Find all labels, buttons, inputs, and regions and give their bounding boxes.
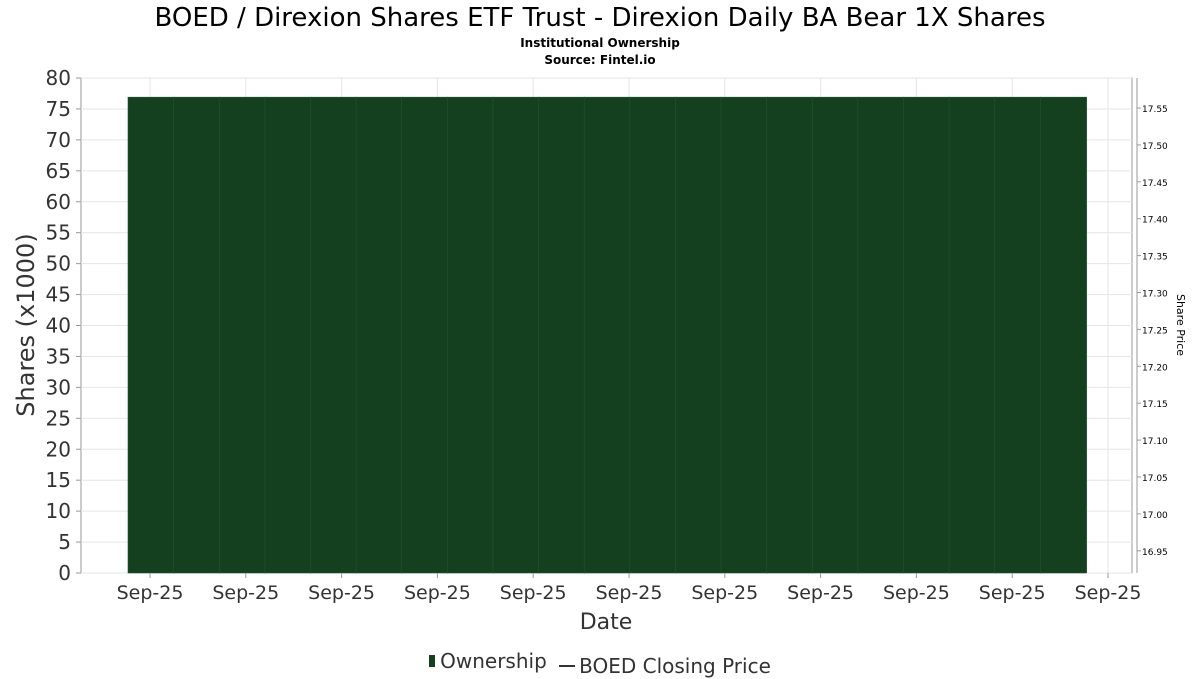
x-tick-label: Sep-25 [404,582,471,604]
y-tick-label: 65 [46,159,71,183]
chart-legend: Ownership BOED Closing Price [0,647,1200,679]
x-tick-label: Sep-25 [212,582,279,604]
ownership-bar [903,96,950,574]
ownership-bar [264,96,312,574]
x-tick-label: Sep-25 [691,582,758,604]
legend-label-price: BOED Closing Price [579,654,771,678]
y-tick-label: 35 [46,344,71,368]
ownership-bar [173,96,221,574]
y-tick-label: 75 [46,97,71,121]
ownership-bar [492,96,540,574]
ownership-bar [948,96,996,574]
y2-tick-label: 17.50 [1142,142,1168,152]
ownership-bar [583,96,631,574]
y-tick-label: 15 [46,468,71,492]
x-tick-label: Sep-25 [883,582,950,604]
ownership-bar [629,96,677,574]
y-tick-label: 5 [58,530,71,554]
ownership-bar [538,96,585,574]
y2-tick-label: 17.15 [1142,400,1168,410]
chart-subtitle: Institutional Ownership [520,36,680,50]
x-axis-ticks: Sep-25 Sep-25 Sep-25 Sep-25 Sep-25 Sep-25 Sep-… [117,573,1142,604]
ownership-bar [310,96,357,574]
y-tick-label: 30 [46,375,71,399]
y2-tick-label: 16.95 [1142,548,1168,558]
legend-label-ownership: Ownership [440,649,547,673]
y-tick-label: 0 [58,561,71,585]
y-axis-label: Shares (x1000) [12,233,40,416]
ownership-bar [447,96,494,574]
x-tick-label: Sep-25 [1075,582,1142,604]
ownership-bar [720,96,768,574]
y2-tick-label: 17.35 [1142,253,1168,263]
x-tick-label: Sep-25 [979,582,1046,604]
ownership-bar [1040,96,1087,574]
x-tick-label: Sep-25 [500,582,567,604]
y-tick-label: 20 [46,437,71,461]
x-tick-label: Sep-25 [308,582,375,604]
legend-item-ownership[interactable]: Ownership [429,648,547,674]
ownership-bar [218,96,266,574]
x-tick-label: Sep-25 [596,582,663,604]
y-tick-label: 50 [46,252,71,276]
y2-tick-label: 17.55 [1142,105,1168,115]
x-axis-label: Date [580,610,633,635]
y2-axis-ticks: 17.55 17.50 17.45 17.40 17.35 17.30 17.25 17.20… [1136,78,1168,573]
y2-tick-label: 17.25 [1142,326,1168,336]
y2-axis-label: Share Price [1174,294,1187,356]
plot-area [127,96,1087,574]
y2-tick-label: 17.45 [1142,179,1168,189]
y-tick-label: 70 [46,128,71,152]
y2-tick-label: 17.10 [1142,437,1168,447]
ownership-bar [994,96,1042,574]
chart-source: Source: Fintel.io [544,53,656,67]
y2-tick-label: 17.30 [1142,290,1168,300]
y-tick-label: 80 [46,66,71,90]
y2-tick-label: 17.20 [1142,363,1168,373]
ownership-bar [766,96,814,574]
ownership-bar [401,96,449,574]
y2-tick-label: 17.40 [1142,216,1168,226]
y-tick-label: 40 [46,314,71,338]
y-tick-label: 45 [46,283,71,307]
y2-tick-label: 17.05 [1142,474,1168,484]
ownership-bar [675,96,722,574]
y2-tick-label: 17.00 [1142,511,1168,521]
ownership-bar [811,96,859,574]
legend-swatch-price [559,665,576,667]
legend-swatch-ownership [429,655,436,667]
chart-title: BOED / Direxion Shares ETF Trust - Direx… [154,3,1046,33]
legend-item-price[interactable]: BOED Closing Price [553,653,771,679]
ownership-bar [355,96,403,574]
ownership-bar [857,96,905,574]
y-tick-label: 10 [46,499,71,523]
y-tick-label: 60 [46,190,71,214]
x-tick-label: Sep-25 [117,582,184,604]
x-tick-label: Sep-25 [787,582,854,604]
ownership-bar [127,96,175,574]
y-tick-label: 25 [46,406,71,430]
y-axis-ticks: 0 5 10 15 20 25 30 35 40 45 50 55 60 65 70 75 80 [46,66,81,585]
y-tick-label: 55 [46,221,71,245]
